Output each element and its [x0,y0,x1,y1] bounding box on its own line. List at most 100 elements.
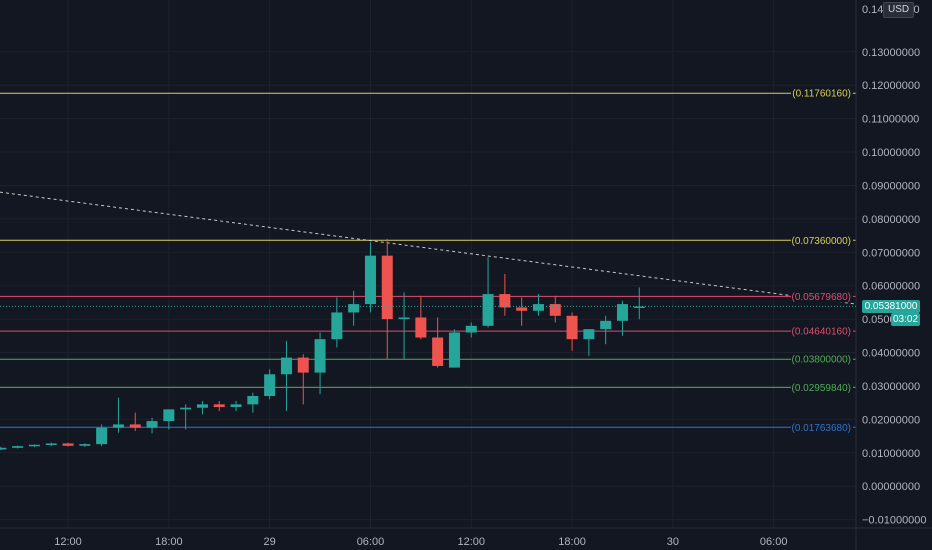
level-labels: (0.11760160) (0.07360000) (0.05679680) (0.0… [791,87,853,434]
candle[interactable] [264,369,276,400]
currency-badge[interactable]: USD [883,2,915,18]
level-label: (0.01763680) [792,423,852,434]
candle[interactable] [331,297,343,348]
level-label-bg [791,381,853,394]
y-tick-label: 0.07000000 [862,247,920,259]
candle-body [549,304,561,316]
y-tick-label: 0.06000000 [862,281,920,293]
candle-body [163,409,175,422]
candle[interactable] [0,446,7,451]
candle-body [297,357,309,373]
level-label-bg [791,353,853,366]
candle-body [79,444,91,446]
candle[interactable] [297,354,309,405]
x-tick-label: 30 [667,536,679,548]
candle-body [616,304,628,321]
candle-body [129,424,141,428]
candle-body [264,374,276,396]
candle[interactable] [280,340,292,412]
candle-body [45,443,57,445]
candle[interactable] [196,401,208,415]
candle[interactable] [129,412,141,432]
candle[interactable] [583,329,595,356]
y-tick-label: 0.00000000 [862,481,920,493]
y-tick-label: 0.01000000 [862,448,920,460]
candle[interactable] [112,397,124,433]
candle[interactable] [381,238,393,360]
candle[interactable] [28,444,40,448]
candle[interactable] [465,322,477,338]
candle[interactable] [499,274,511,316]
candle[interactable] [549,295,561,323]
candle-body [331,312,343,340]
candle[interactable] [532,294,544,316]
grid [0,0,856,528]
candle[interactable] [180,404,192,430]
y-tick-label: 0.09000000 [862,180,920,192]
candle-body [432,337,444,366]
candle[interactable] [12,445,24,449]
candle-body [12,446,24,448]
candle[interactable] [616,300,628,336]
x-tick-label: 29 [264,536,276,548]
candle-body [196,404,208,408]
candle[interactable] [163,409,175,430]
level-label-bg [791,421,853,434]
y-tick-label: 0.04000000 [862,348,920,360]
candle[interactable] [482,257,494,328]
y-tick-label: 0.10000000 [862,147,920,159]
candle[interactable] [600,315,612,345]
y-tick-label: −0.01000000 [862,515,927,527]
candle[interactable] [45,442,57,447]
candle-body [415,317,427,338]
candle[interactable] [364,242,376,313]
level-label: (0.03800000) [792,355,852,366]
candle[interactable] [432,317,444,368]
candle[interactable] [79,443,91,447]
candle[interactable] [146,417,158,434]
candle-body [516,307,528,311]
time-axis[interactable]: 12:00 18:00 29 06:00 12:00 18:00 30 06:00 [54,536,787,548]
price-axis[interactable]: 0.13000000 0.12000000 0.11000000 0.10000000… [862,47,927,527]
candle[interactable] [415,295,427,340]
level-label-bg [791,290,853,303]
candle-body [364,255,376,305]
candle-body [62,443,74,446]
countdown-badge: 03:02 [891,312,920,326]
x-tick-label: 06:00 [760,536,788,548]
candle-body [28,444,40,447]
level-label-bg [791,87,853,100]
y-tick-label: 0.12000000 [862,80,920,92]
level-label: (0.04640160) [792,327,852,338]
candle[interactable] [398,292,410,360]
candle-body [213,404,225,408]
candle-body [96,427,108,445]
candle[interactable] [448,329,460,368]
candle[interactable] [566,312,578,351]
candle[interactable] [213,401,225,412]
level-label: (0.02959840) [792,383,852,394]
candle-body [482,294,494,326]
y-tick-label: 0.08000000 [862,214,920,226]
candle[interactable] [62,442,74,447]
level-label: (0.07360000) [792,236,852,247]
x-tick-label: 18:00 [155,536,183,548]
candle[interactable] [247,392,259,413]
horizontal-levels [0,92,856,428]
candle[interactable] [230,401,242,412]
candle[interactable] [348,290,360,326]
candle-body [280,357,292,375]
x-tick-label: 18:00 [558,536,586,548]
candle-body [600,320,612,330]
x-tick-label: 12:00 [457,536,485,548]
candle[interactable] [96,424,108,447]
candle-body [583,329,595,340]
candle[interactable] [633,287,645,320]
y-tick-label: 0.02000000 [862,414,920,426]
level-label-bg [791,325,853,338]
x-tick-label: 06:00 [357,536,385,548]
candle[interactable] [314,332,326,395]
candle[interactable] [516,297,528,326]
current-price-badge: 0.05381000 [862,299,920,313]
